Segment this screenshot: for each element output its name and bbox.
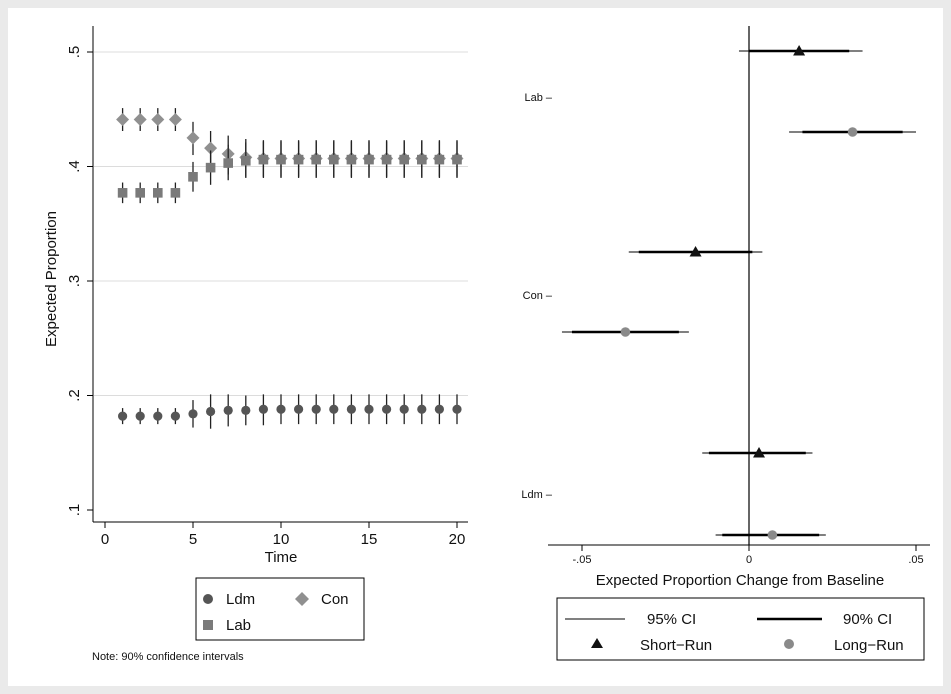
lab-point	[417, 154, 427, 165]
lab-point	[276, 154, 286, 165]
lab-point	[329, 154, 339, 165]
ldm-point	[364, 404, 374, 414]
ldm-point	[382, 404, 392, 414]
con-point	[186, 131, 200, 145]
legend-lab-label: Lab	[226, 617, 251, 634]
left-y-ticks: .1 .2 .3 .4 .5	[66, 46, 93, 517]
figure-background	[8, 8, 943, 686]
right-series-marks	[561, 45, 916, 540]
right-x-ticks: -.05 0 .05	[573, 545, 924, 566]
lab-point	[346, 154, 357, 165]
legend-long-run-marker	[784, 639, 794, 649]
lab-point	[223, 158, 233, 168]
legend-ldm-marker	[203, 594, 213, 604]
ldm-point	[329, 404, 339, 414]
ldm-point	[258, 404, 268, 414]
ldm-point	[118, 411, 128, 421]
ldm-point	[346, 404, 356, 414]
left-x-tick-label: 15	[361, 531, 378, 548]
left-legend-box	[195, 577, 365, 641]
lab-point	[117, 188, 128, 198]
legend-long-run-label: Long−Run	[834, 637, 904, 654]
lab-point	[135, 188, 145, 198]
legend-95ci-label: 95% CI	[647, 611, 696, 628]
left-x-axis-label: Time	[265, 549, 298, 566]
left-x-tick-label: 5	[189, 531, 197, 548]
right-legend-box	[556, 597, 925, 661]
ldm-point	[153, 411, 163, 421]
left-y-tick-label: .4	[66, 160, 83, 173]
lab-point	[364, 154, 374, 165]
con-point	[151, 113, 165, 127]
lab-point	[188, 172, 198, 182]
legend-lab-marker	[203, 620, 213, 630]
ldm-point	[399, 404, 409, 414]
lab-point	[205, 162, 216, 173]
lab-point	[452, 154, 462, 165]
left-x-tick-label: 20	[449, 531, 466, 548]
left-y-axis-label: Expected Proportion	[43, 211, 60, 347]
left-y-tick-label: .1	[66, 504, 83, 517]
ldm-point	[452, 404, 462, 414]
ldm-point	[135, 411, 145, 421]
right-x-tick-label: 0	[746, 554, 752, 566]
right-category-labels: Lab – Con – Ldm –	[521, 92, 552, 501]
con-point	[204, 141, 218, 155]
legend-90ci-label: 90% CI	[843, 611, 892, 628]
ldm-point	[223, 405, 233, 415]
right-x-tick-label: .05	[908, 554, 923, 566]
right-x-tick-label: -.05	[573, 554, 592, 566]
lab-point	[241, 155, 251, 166]
ldm-point	[188, 409, 198, 419]
ldm-point	[241, 405, 251, 415]
left-x-tick-label: 10	[273, 531, 290, 548]
right-legend: 95% CI 90% CI Short−Run Long−Run	[556, 597, 925, 661]
left-x-ticks: 0 5 10 15 20	[101, 522, 466, 548]
left-y-tick-label: .3	[66, 275, 83, 288]
con-point	[116, 113, 130, 127]
lab-point	[434, 154, 445, 165]
right-x-axis-label: Expected Proportion Change from Baseline	[596, 572, 885, 589]
time-series-panel: .1 .2 .3 .4 .5 0 5 10 15 20 Time Expected Propor…	[43, 26, 468, 663]
ldm-point	[276, 404, 286, 414]
legend-ldm-label: Ldm	[226, 591, 255, 608]
category-label-lab: Lab –	[524, 92, 552, 104]
long-run-con-point	[620, 327, 631, 337]
category-label-con: Con –	[523, 290, 553, 302]
long-run-lab-point	[847, 127, 858, 137]
long-run-ldm-point	[767, 530, 778, 540]
left-y-tick-label: .5	[66, 46, 83, 59]
ldm-point	[294, 404, 304, 414]
lab-point	[258, 154, 269, 165]
con-point	[133, 113, 147, 127]
short-run-con-point	[689, 246, 702, 257]
ldm-point	[206, 406, 216, 417]
left-series-marks	[116, 108, 464, 429]
lab-point	[311, 154, 321, 165]
legend-con-label: Con	[321, 591, 349, 608]
con-point	[168, 113, 182, 127]
legend-con-marker	[295, 592, 309, 606]
lab-point	[293, 154, 304, 165]
ldm-point	[434, 404, 444, 414]
left-x-tick-label: 0	[101, 531, 109, 548]
left-y-tick-label: .2	[66, 389, 83, 402]
lab-point	[381, 154, 392, 165]
ldm-point	[170, 411, 180, 421]
lab-point	[170, 188, 181, 198]
note-text: Note: 90% confidence intervals	[92, 651, 244, 663]
ldm-point	[417, 404, 427, 414]
short-run-lab-point	[793, 45, 806, 56]
legend-short-run-label: Short−Run	[640, 637, 712, 654]
change-from-baseline-panel: -.05 0 .05 Lab – Con – Ldm – Expected Propor…	[521, 26, 930, 661]
short-run-ldm-point	[753, 447, 766, 458]
lab-point	[399, 154, 409, 165]
category-label-ldm: Ldm –	[521, 489, 552, 501]
ldm-point	[311, 404, 321, 414]
left-legend: Ldm Con Lab	[195, 577, 365, 641]
lab-point	[153, 188, 163, 198]
legend-short-run-marker	[591, 638, 603, 648]
